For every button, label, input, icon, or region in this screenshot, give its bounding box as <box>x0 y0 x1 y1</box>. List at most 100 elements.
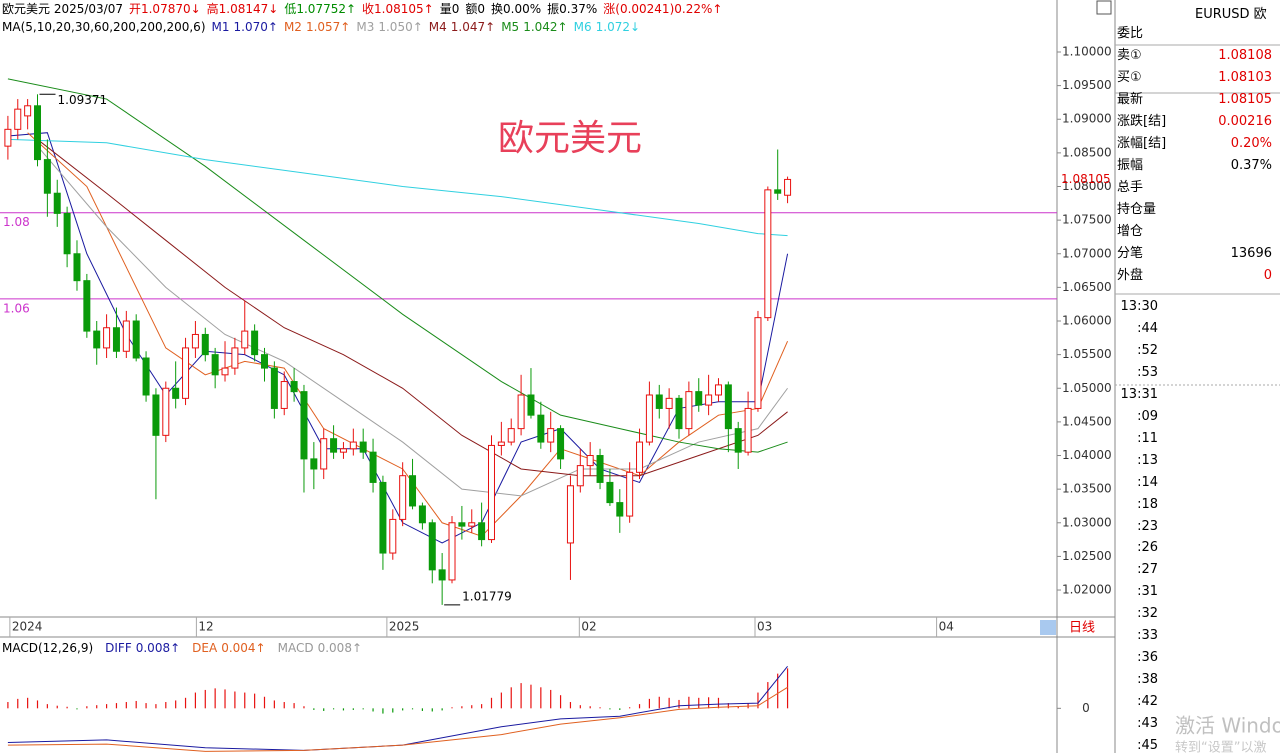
candle-body <box>626 471 634 517</box>
candle-body <box>527 394 535 416</box>
quote-label: 最新 <box>1117 92 1144 107</box>
tick-time: :13 <box>1137 452 1158 468</box>
candle-body <box>63 212 71 255</box>
candle-body <box>34 105 42 161</box>
candle-body <box>211 354 219 376</box>
candle-body <box>675 397 683 430</box>
quote-row: 增仓 <box>1115 221 1280 243</box>
quote-value: 1.08105 <box>1218 92 1272 107</box>
macd-value: 0.004↑ <box>221 641 266 655</box>
y-tick-label: 0 <box>1082 701 1090 715</box>
quote-label: 振幅 <box>1117 158 1144 173</box>
candle-body <box>418 505 426 524</box>
panel-toggle[interactable] <box>1096 0 1112 15</box>
candle-body <box>320 438 328 470</box>
tick-time: :27 <box>1137 562 1158 578</box>
quote-value: 1.08108 <box>1218 48 1272 63</box>
y-tick-label: 1.10000 <box>1062 44 1112 58</box>
tick-time: :42 <box>1137 694 1158 710</box>
tick-time: :14 <box>1137 474 1158 490</box>
last-price-label: 1.08105 <box>1061 172 1111 186</box>
quote-label: 分笔 <box>1117 246 1144 261</box>
candle-body <box>191 333 199 349</box>
quote-field: 欧元美元 2025/03/07 <box>2 2 123 16</box>
price-line-label: 1.06 <box>3 301 30 315</box>
ma-legend-item: M2 1.057↑ <box>284 19 350 35</box>
tick-time: :43 <box>1137 716 1158 732</box>
quote-field: 开1.07870↓ <box>128 2 201 16</box>
candle-body <box>310 458 318 470</box>
quote-label: 外盘 <box>1117 268 1144 283</box>
macd-value: 0.008↑ <box>317 641 363 655</box>
candle-body <box>547 428 555 443</box>
candle-body <box>83 280 91 332</box>
ma-name: M2 <box>283 20 302 34</box>
candle-body <box>53 192 61 214</box>
tick-time: :52 <box>1137 342 1158 358</box>
y-tick-label: 1.05000 <box>1062 381 1112 395</box>
quote-label: 涨跌[结] <box>1117 114 1167 129</box>
quote-field: 收1.08105↑ <box>362 2 434 16</box>
y-tick-label: 1.07500 <box>1062 213 1112 227</box>
y-tick-label: 1.06500 <box>1062 280 1112 294</box>
y-tick-label: 1.09500 <box>1062 78 1112 92</box>
candle-body <box>270 367 278 409</box>
macd-name: DEA <box>192 641 218 655</box>
macd-name: DIFF <box>105 641 132 655</box>
macd-name: MACD <box>277 641 314 655</box>
y-tick-label: 1.03500 <box>1062 482 1112 496</box>
tick-time: 13:30 <box>1120 299 1158 314</box>
quote-label: 总手 <box>1117 180 1144 195</box>
scroll-button[interactable] <box>1040 620 1056 635</box>
candle-body <box>142 357 150 396</box>
chart-watermark-title: 欧元美元 <box>498 118 642 159</box>
quote-row: 卖① 1.08108 <box>1115 45 1280 67</box>
tick-time: :11 <box>1137 430 1158 446</box>
candle-body <box>103 327 111 349</box>
quote-row: 总手 <box>1115 177 1280 199</box>
period-label[interactable]: 日线 <box>1069 621 1095 636</box>
tick-time: :31 <box>1137 584 1158 600</box>
tick-time: :36 <box>1137 650 1158 666</box>
candle-body <box>399 475 407 520</box>
candle-body <box>487 444 495 541</box>
ma-name: M4 <box>428 20 447 34</box>
y-tick-label: 1.02000 <box>1062 583 1112 597</box>
y-tick-label: 1.02500 <box>1062 549 1112 563</box>
candle-body <box>774 189 782 194</box>
macd-title: MACD(12,26,9) <box>2 641 94 655</box>
x-tick-label: 02 <box>581 620 596 634</box>
quote-row: 持仓量 <box>1115 199 1280 221</box>
tick-time: :09 <box>1137 408 1158 424</box>
ma-name: M3 <box>356 20 375 34</box>
candle-body <box>586 455 594 467</box>
y-tick-label: 1.05500 <box>1062 347 1112 361</box>
quote-label: 买① <box>1117 70 1142 85</box>
indicator-line <box>37 139 788 477</box>
tick-time: :38 <box>1137 672 1158 688</box>
candle-body <box>576 465 584 487</box>
ma-legend-item: M3 1.050↑ <box>356 19 422 35</box>
y-tick-label: 1.09000 <box>1062 112 1112 126</box>
candle-body <box>734 428 742 453</box>
candle-body <box>428 522 436 571</box>
quote-field: 量0 <box>439 2 460 16</box>
candle-body <box>695 391 703 406</box>
candle-body <box>685 391 693 430</box>
quote-row: 振幅 0.37% <box>1115 155 1280 177</box>
candle-body <box>438 569 446 581</box>
quote-field: 额0 <box>465 2 486 16</box>
candle-body <box>172 387 180 399</box>
candle-body <box>468 522 476 527</box>
ma-legend-item: M6 1.072↓ <box>574 19 640 35</box>
candle-body <box>73 253 81 282</box>
macd-legend-item: DIFF 0.008↑ <box>105 640 180 656</box>
tick-time: :26 <box>1137 540 1158 556</box>
quote-value: 0.20% <box>1230 136 1272 151</box>
x-tick-label: 03 <box>757 620 772 634</box>
indicator-line <box>27 132 789 537</box>
quote-label: 卖① <box>1117 48 1142 63</box>
quote-value: 13696 <box>1230 246 1272 261</box>
x-tick-label: 2025 <box>389 620 420 634</box>
quote-value: 1.08103 <box>1218 70 1272 85</box>
